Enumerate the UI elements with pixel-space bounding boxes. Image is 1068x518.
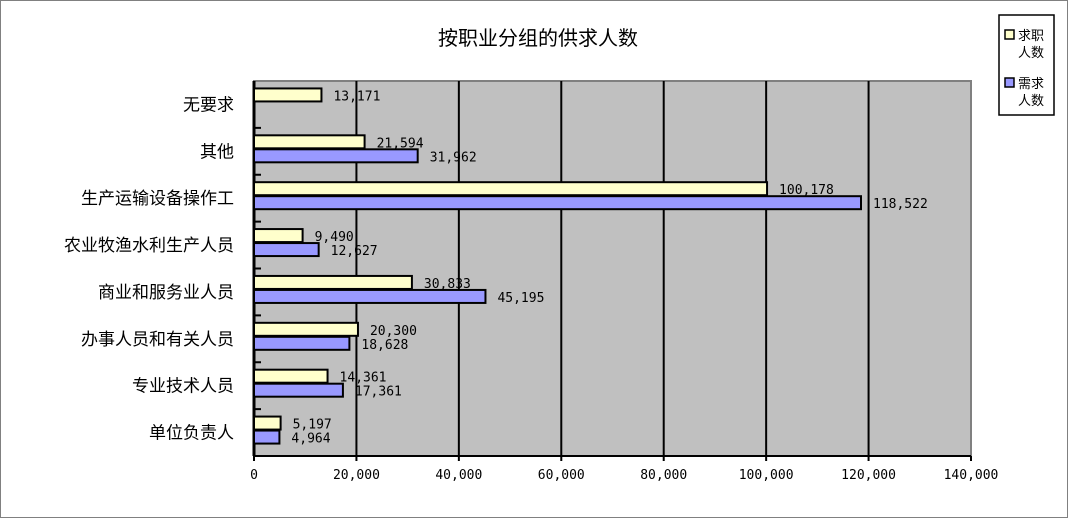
- chart-title: 按职业分组的供求人数: [438, 26, 638, 50]
- data-label: 9,490: [315, 230, 354, 245]
- category-label: 单位负责人: [149, 424, 234, 444]
- bar-supply: [253, 415, 282, 431]
- legend-label: 需求: [1018, 77, 1044, 92]
- bar-supply: [253, 274, 413, 290]
- bar-demand: [253, 148, 419, 164]
- data-label: 20,300: [370, 324, 417, 339]
- data-label: 4,964: [291, 432, 330, 447]
- x-tick-label: 140,000: [944, 468, 999, 483]
- data-label: 17,361: [355, 385, 402, 400]
- data-label: 5,197: [293, 418, 332, 433]
- bar-demand: [253, 288, 487, 304]
- bar-supply: [253, 321, 359, 337]
- data-label: 45,195: [497, 291, 544, 306]
- data-label: 21,594: [377, 136, 424, 151]
- category-label: 专业技术人员: [132, 377, 234, 397]
- data-label: 100,178: [779, 183, 834, 198]
- x-tick-label: 60,000: [538, 468, 585, 483]
- category-label: 无要求: [183, 95, 234, 115]
- data-label: 18,628: [361, 338, 408, 353]
- x-tick-label: 40,000: [435, 468, 482, 483]
- legend-swatch: [1004, 29, 1015, 40]
- plot-area: [253, 80, 972, 457]
- bar-demand: [253, 335, 351, 351]
- x-tick-label: 20,000: [333, 468, 380, 483]
- x-tick-label: 80,000: [640, 468, 687, 483]
- data-label: 14,361: [340, 371, 387, 386]
- category-label: 办事人员和有关人员: [81, 330, 234, 350]
- legend-label: 求职: [1018, 29, 1044, 44]
- x-tick-label: 120,000: [841, 468, 896, 483]
- legend-label: 人数: [1018, 94, 1044, 109]
- category-label: 商业和服务业人员: [98, 283, 234, 303]
- data-label: 30,833: [424, 277, 471, 292]
- data-label: 12,627: [331, 244, 378, 259]
- legend-label: 人数: [1018, 46, 1044, 61]
- x-tick-label: 0: [250, 468, 258, 483]
- x-tick-label: 100,000: [739, 468, 794, 483]
- bar-supply: [253, 87, 323, 103]
- bar-demand: [253, 195, 863, 211]
- bar-supply: [253, 228, 304, 244]
- bar-demand: [253, 242, 320, 258]
- bar-demand: [253, 429, 281, 445]
- bar-demand: [253, 382, 344, 398]
- category-label: 生产运输设备操作工: [81, 189, 234, 209]
- data-label: 31,962: [430, 150, 477, 165]
- bar-supply: [253, 368, 329, 384]
- data-label: 118,522: [873, 197, 928, 212]
- data-label: 13,171: [333, 89, 380, 104]
- category-label: 其他: [200, 142, 234, 162]
- bar-supply: [253, 181, 769, 197]
- category-label: 农业牧渔水利生产人员: [64, 236, 234, 256]
- bar-supply: [253, 134, 366, 150]
- legend-swatch: [1004, 77, 1015, 88]
